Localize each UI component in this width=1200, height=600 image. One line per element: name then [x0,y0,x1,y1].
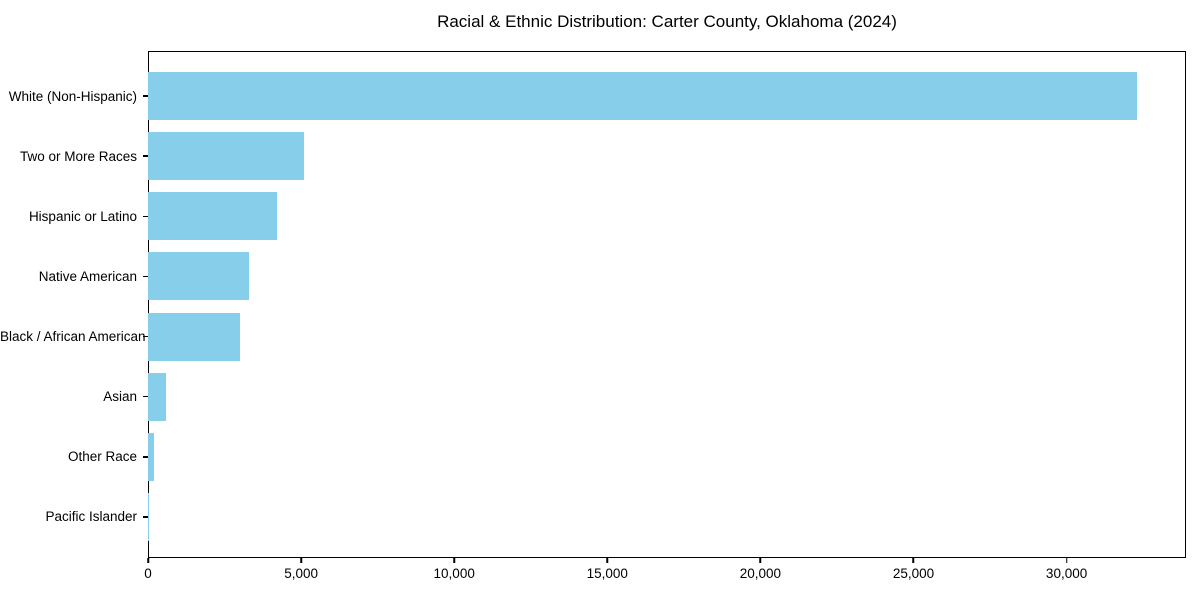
bar-track [148,186,1186,246]
y-tick-label: White (Non-Hispanic) [8,88,137,104]
bar-track [148,307,1186,367]
y-tick-mark [143,456,148,458]
bar-track [148,66,1186,126]
x-tick-label: 20,000 [739,566,782,581]
x-tick-mark [453,558,455,563]
y-tick-mark [143,275,148,278]
bar [148,192,277,241]
x-tick-label: 0 [144,566,152,581]
chart-title: Racial & Ethnic Distribution: Carter Cou… [437,12,897,31]
bar [148,312,240,361]
y-tick-label: Other Race [67,449,137,465]
x-tick-label: 30,000 [1045,566,1088,581]
x-tick-mark [147,558,149,563]
chart-row: Hispanic or Latino [0,186,1186,246]
bar-track [148,126,1186,186]
chart-row: Asian [0,367,1186,427]
bar-track [148,427,1186,487]
y-tick-label: Native American [38,268,137,284]
bar [148,132,305,181]
y-tick-label: Two or More Races [19,148,137,164]
y-tick-mark [143,155,148,157]
y-tick-label: Black / African American [0,329,146,345]
chart-row: Native American [0,246,1186,306]
bar [148,372,167,421]
x-axis: 0 5,000 10,000 15,000 20,000 25,000 30,000 [144,558,1186,594]
x-tick-mark [1065,558,1068,563]
bar [148,432,155,481]
bar [148,252,250,301]
y-tick-mark [143,215,148,218]
bar [148,492,149,541]
y-tick-mark [143,516,148,518]
chart-row: Two or More Races [0,126,1186,186]
chart-row: White (Non-Hispanic) [0,66,1186,126]
bar-track [148,367,1186,427]
y-tick-mark [143,95,148,97]
bars-layer: White (Non-Hispanic) Two or More Races His… [0,51,1186,558]
bar [148,72,1137,121]
plot-area [148,51,1186,558]
chart-row: Black / African American [0,307,1186,367]
y-tick-label: Asian [103,389,137,405]
chart-row: Other Race [0,427,1186,487]
y-tick-label: Pacific Islander [45,509,137,525]
x-tick-mark [759,558,762,563]
x-tick-mark [300,558,302,563]
x-tick-label: 25,000 [892,566,935,581]
x-tick-mark [912,558,915,563]
y-tick-mark [143,335,148,338]
x-tick-label: 10,000 [433,566,475,581]
bar-track [148,246,1186,306]
bar-track [148,487,1186,547]
x-tick-label: 15,000 [586,566,628,581]
y-tick-label: Hispanic or Latino [28,208,137,224]
x-tick-label: 5,000 [284,566,318,581]
chart-row: Pacific Islander [0,487,1186,547]
y-tick-mark [143,395,148,398]
x-tick-mark [606,558,609,563]
